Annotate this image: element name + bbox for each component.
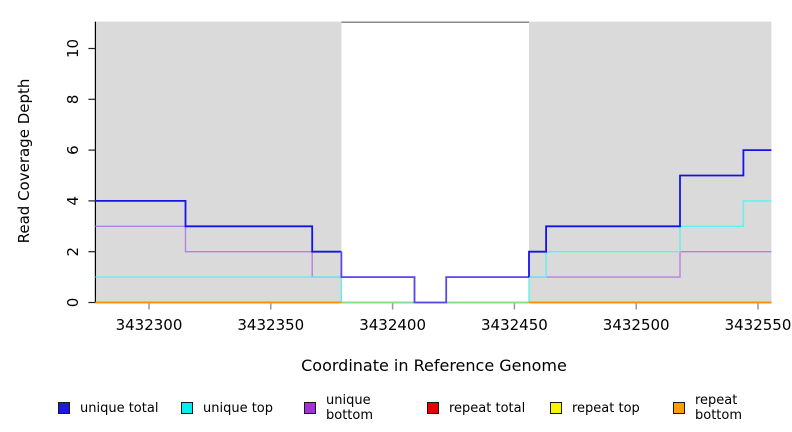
y-tick-label: 0: [64, 298, 82, 308]
series-line-unique-top: [95, 200, 772, 304]
legend-swatch: [304, 402, 316, 414]
legend-item-repeat-bottom: repeat bottom: [665, 393, 788, 423]
legend-label: unique bottom: [326, 393, 374, 423]
y-tick-label: 4: [64, 196, 82, 206]
y-tick-label: 2: [64, 247, 82, 257]
legend-label: repeat total: [449, 400, 526, 416]
shaded-region: [529, 21, 772, 303]
shaded-region: [95, 21, 342, 303]
legend-item-unique-bottom: unique bottom: [296, 393, 419, 423]
legend: unique total unique top unique bottom repea…: [50, 393, 788, 423]
legend-item-repeat-total: repeat total: [419, 398, 542, 418]
x-tick-label: 3432550: [725, 316, 792, 334]
legend-item-repeat-top: repeat top: [542, 398, 665, 418]
series-line-unique-total: [95, 200, 342, 253]
legend-swatch: [427, 402, 439, 414]
y-tick-label: 10: [64, 39, 82, 58]
x-tick-label: 3432300: [116, 316, 183, 334]
x-tick-label: 3432350: [237, 316, 304, 334]
legend-label: unique total: [80, 400, 159, 416]
legend-item-unique-total: unique total: [50, 398, 173, 418]
y-axis-title: Read Coverage Depth: [15, 78, 33, 244]
series-line-unique-total: [528, 149, 772, 278]
legend-swatch: [673, 402, 685, 414]
legend-swatch: [181, 402, 193, 414]
y-tick-label: 8: [64, 95, 82, 105]
legend-label: repeat top: [572, 400, 640, 416]
y-tick-label: 6: [64, 145, 82, 155]
x-tick-label: 3432400: [359, 316, 426, 334]
x-tick-label: 3432450: [481, 316, 548, 334]
legend-label: repeat bottom: [695, 393, 743, 423]
series-line-unique-total: [340, 251, 529, 304]
legend-swatch: [58, 402, 70, 414]
x-axis-title: Coordinate in Reference Genome: [301, 356, 567, 375]
legend-swatch: [550, 402, 562, 414]
x-tick-label: 3432500: [603, 316, 670, 334]
legend-label: unique top: [203, 400, 274, 416]
legend-item-unique-top: unique top: [173, 398, 296, 418]
